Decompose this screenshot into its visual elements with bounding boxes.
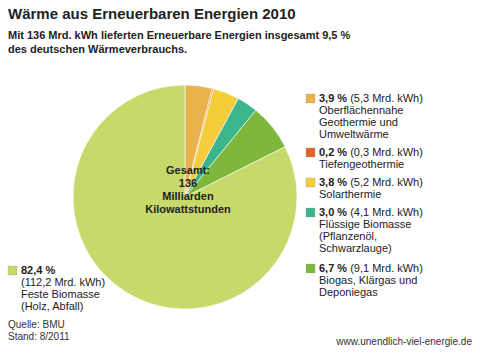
svg-text:Quelle: BMU: Quelle: BMU (8, 319, 65, 330)
svg-text:Solarthermie: Solarthermie (319, 188, 381, 200)
svg-text:(4,1 Mrd. kWh): (4,1 Mrd. kWh) (350, 206, 423, 218)
svg-text:82,4 %: 82,4 % (21, 264, 55, 276)
svg-text:3,8 %: 3,8 % (319, 176, 347, 188)
svg-text:3,0 %: 3,0 % (319, 206, 347, 218)
svg-text:0,2 %: 0,2 % (319, 146, 347, 158)
svg-text:Tiefengeothermie: Tiefengeothermie (319, 158, 404, 170)
svg-text:(0,3 Mrd. kWh): (0,3 Mrd. kWh) (350, 146, 423, 158)
svg-text:6,7 %: 6,7 % (319, 262, 347, 274)
svg-text:136: 136 (179, 177, 197, 189)
svg-text:(112,2 Mrd. kWh): (112,2 Mrd. kWh) (21, 276, 105, 288)
svg-text:Deponiegas: Deponiegas (319, 286, 378, 298)
svg-text:Biogas, Klärgas und: Biogas, Klärgas und (319, 274, 417, 286)
svg-text:(5,2 Mrd. kWh): (5,2 Mrd. kWh) (350, 176, 423, 188)
svg-text:3,9 %: 3,9 % (319, 92, 347, 104)
svg-text:Stand: 8/2011: Stand: 8/2011 (8, 331, 70, 342)
svg-text:des deutschen Wärmeverbrauchs.: des deutschen Wärmeverbrauchs. (8, 43, 187, 55)
svg-text:Wärme aus Erneuerbaren Energie: Wärme aus Erneuerbaren Energien 2010 (8, 5, 296, 22)
svg-text:Flüssige Biomasse: Flüssige Biomasse (319, 218, 411, 230)
svg-text:Gesamt:: Gesamt: (166, 164, 210, 176)
svg-text:www.unendlich-viel-energie.de: www.unendlich-viel-energie.de (335, 336, 472, 347)
svg-text:Oberflächennahe: Oberflächennahe (319, 104, 403, 116)
svg-text:(Pflanzenöl,: (Pflanzenöl, (319, 230, 377, 242)
svg-text:Feste Biomasse: Feste Biomasse (21, 288, 100, 300)
svg-text:Umweltwärme: Umweltwärme (319, 128, 389, 140)
svg-text:(Holz, Abfall): (Holz, Abfall) (21, 300, 83, 312)
svg-text:Schwarzlauge): Schwarzlauge) (319, 242, 392, 254)
svg-text:(5,3 Mrd. kWh): (5,3 Mrd. kWh) (350, 92, 423, 104)
svg-text:(9,1 Mrd. kWh): (9,1 Mrd. kWh) (350, 262, 423, 274)
svg-text:Kilowattstunden: Kilowattstunden (145, 203, 231, 215)
svg-text:Milliarden: Milliarden (162, 190, 214, 202)
svg-text:Geothermie und: Geothermie und (319, 116, 398, 128)
svg-text:Mit 136 Mrd. kWh lieferten Ern: Mit 136 Mrd. kWh lieferten Erneuerbare E… (8, 29, 351, 41)
